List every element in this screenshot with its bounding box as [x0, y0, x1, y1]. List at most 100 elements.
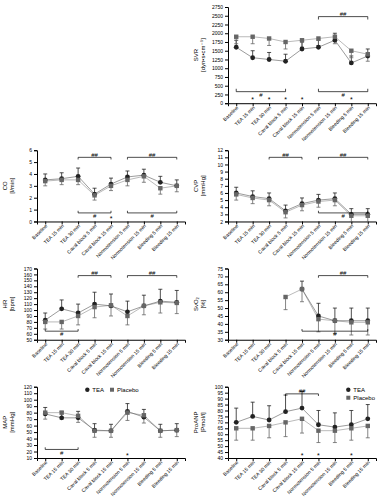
y-tick: 30 — [26, 442, 37, 448]
y-tick-mark — [225, 300, 228, 301]
y-tick: 100 — [215, 384, 228, 390]
legend: TEAPlacebo — [85, 387, 139, 393]
marker — [59, 176, 64, 181]
y-tick-mark — [34, 413, 37, 414]
y-tick-mark — [34, 400, 37, 401]
y-tick-label: 80 — [217, 408, 223, 414]
bracket-label: # — [341, 213, 345, 219]
bracket — [127, 276, 176, 278]
y-axis-title: ProANP[Pmol/l] — [193, 412, 206, 434]
y-axis-line — [225, 387, 229, 458]
y-tick-mark — [225, 393, 228, 394]
y-tick-label: 90 — [26, 313, 32, 319]
marker — [92, 429, 96, 433]
y-tick-mark — [225, 452, 228, 453]
marker — [76, 178, 80, 182]
y-tick-label: 0 — [220, 100, 223, 106]
y-tick-label: 60 — [26, 423, 32, 429]
marker — [250, 426, 254, 430]
marker — [174, 300, 179, 305]
y-tick: 55 — [217, 297, 228, 303]
y-tick-label: 2750 — [212, 4, 223, 10]
y-tick-mark — [34, 186, 37, 187]
x-tick-label: Bleeding 15 min — [341, 223, 371, 253]
marker — [283, 210, 287, 214]
y-axis: 5060708090100110120130140150160170 — [24, 266, 38, 343]
y-tick: 100 — [24, 397, 37, 403]
y-tick-label: 7 — [220, 183, 223, 189]
y-tick-label: 12 — [217, 147, 223, 153]
x-tick: Bleeding 15 min — [341, 458, 371, 489]
x-axis: BaselineTEA 15 minTEA 30 minCaval block … — [31, 458, 186, 497]
marker — [109, 184, 113, 188]
x-tick-label: Bleeding 15 min — [150, 341, 180, 371]
y-tick-label: 85 — [217, 402, 223, 408]
bracket — [318, 276, 367, 278]
legend: TEAPlacebo — [346, 387, 376, 401]
y-tick: 1000 — [212, 65, 228, 71]
panel: 404550556065707580859095100BaselineTEA 1… — [193, 384, 377, 497]
y-tick: 130 — [24, 289, 37, 295]
y-tick-mark — [34, 322, 37, 323]
y-tick-label: 11 — [218, 154, 223, 160]
marker — [366, 424, 370, 428]
x-axis: BaselineTEA 15 minTEA 30 minCaval block … — [222, 340, 377, 379]
y-tick-mark — [225, 405, 228, 406]
y-tick: 0 — [220, 100, 228, 106]
marker — [333, 428, 337, 432]
bracket-label: # — [341, 92, 345, 98]
x-tick: Bleeding 15 min — [341, 103, 371, 134]
y-tick-label: 130 — [24, 289, 33, 295]
y-tick: 3 — [29, 183, 37, 189]
y-tick-label: 90 — [26, 403, 32, 409]
marker — [158, 186, 162, 190]
figure: 0250500750100012501500175020002250250027… — [0, 0, 382, 500]
y-axis-line — [34, 269, 38, 340]
series-line — [45, 176, 177, 195]
y-tick: 170 — [24, 266, 37, 272]
y-tick-label: 100 — [215, 384, 224, 390]
y-tick: 150 — [24, 277, 37, 283]
marker — [332, 318, 337, 323]
y-tick-label: 2500 — [212, 13, 223, 19]
marker — [316, 36, 320, 40]
y-tick: 35 — [217, 329, 228, 335]
y-tick-label: 95 — [217, 390, 223, 396]
y-tick: 110 — [24, 390, 37, 396]
marker — [142, 413, 146, 417]
y-axis-line — [34, 387, 38, 458]
y-tick-label: 120 — [24, 295, 33, 301]
y-tick-mark — [225, 428, 228, 429]
plot-area — [234, 391, 370, 442]
y-tick-label: 3 — [29, 183, 32, 189]
marker — [333, 319, 337, 323]
y-tick-label: 500 — [215, 83, 224, 89]
panel: 0250500750100012501500175020002250250027… — [193, 4, 377, 142]
y-tick-label: 70 — [217, 419, 223, 425]
y-tick: 3 — [220, 211, 228, 217]
panel: 0123456BaselineTEA 15 minTEA 30 minCaval… — [2, 147, 186, 260]
y-tick-mark — [34, 406, 37, 407]
x-tick-label: Bleeding 15 min — [341, 459, 371, 489]
y-tick-label: 1500 — [212, 48, 223, 54]
y-axis: 30354045505560657075 — [217, 266, 228, 343]
y-axis: 0250500750100012501500175020002250250027… — [212, 4, 229, 106]
y-tick-mark — [225, 308, 228, 309]
y-tick-mark — [225, 172, 228, 173]
y-tick-label: 1250 — [212, 57, 223, 63]
marker — [158, 180, 163, 185]
bracket — [318, 17, 367, 20]
y-tick-label: 5 — [29, 159, 32, 165]
y-tick-mark — [34, 274, 37, 275]
plot-area — [234, 187, 370, 221]
panel: 102030405060708090100110120BaselineTEA 1… — [2, 384, 186, 497]
y-tick-label: 35 — [217, 329, 223, 335]
y-axis-title: HR[bpm] — [2, 296, 15, 311]
marker — [316, 317, 320, 321]
series-line — [236, 194, 368, 215]
y-tick-label: 100 — [24, 397, 33, 403]
y-tick-mark — [34, 150, 37, 151]
y-tick-label: 50 — [26, 337, 32, 343]
marker — [43, 320, 47, 324]
y-tick-mark — [34, 419, 37, 420]
